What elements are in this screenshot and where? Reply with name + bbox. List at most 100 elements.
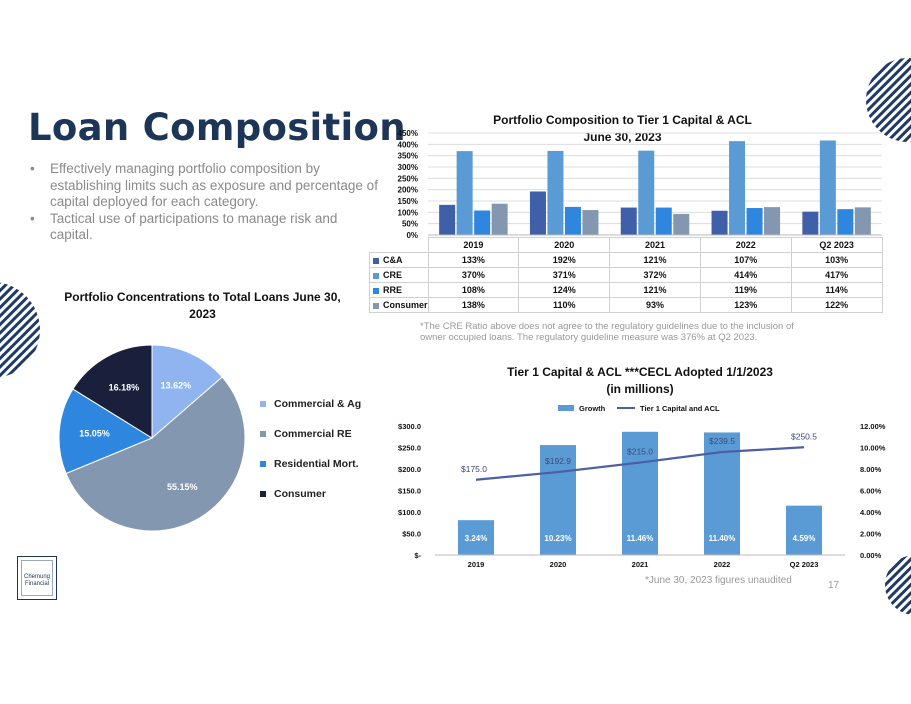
capital-chart-subtitle: (in millions): [606, 382, 674, 396]
growth-bar-2020: [540, 445, 576, 555]
unaudited-footnote: *June 30, 2023 figures unaudited: [645, 575, 792, 586]
bar-rre-2022: [746, 208, 763, 235]
bar-consumer-2021: [673, 213, 690, 235]
series-name: RRE: [383, 285, 403, 295]
table-cell: 121%: [609, 282, 701, 298]
legend-swatch: [373, 257, 379, 264]
y-tick-label: 350%: [398, 152, 418, 161]
legend-swatch: [373, 287, 379, 294]
x-tick-label: 2020: [550, 560, 567, 569]
left-stripe-circle: [0, 282, 40, 378]
x-tick-label: 2021: [632, 560, 649, 569]
series-name: CRE: [383, 270, 403, 280]
x-tick-label: Q2 2023: [790, 560, 819, 569]
x-tick-label: 2019: [468, 560, 485, 569]
y-left-tick-label: $150.0: [398, 487, 421, 496]
legend-swatch: [373, 272, 379, 279]
growth-bar-label: 4.59%: [793, 534, 816, 543]
legend-label: Commercial RE: [274, 428, 352, 440]
table-header-cell: 2021: [609, 237, 701, 253]
logo-text: Chemung Financial: [21, 560, 53, 596]
bar-rre-q2-2023: [837, 209, 854, 235]
table-cell: 119%: [699, 282, 792, 298]
y-tick-label: 300%: [398, 163, 418, 172]
pie-slice-commercial-re: [65, 376, 246, 532]
y-right-tick-label: 4.00%: [860, 508, 882, 517]
table-cell: 93%: [609, 297, 701, 313]
legend-swatch-growth: [558, 405, 574, 411]
pie-data-label: 15.05%: [79, 428, 110, 438]
tier1-data-label: $215.0: [627, 447, 653, 457]
table-cell: 372%: [609, 267, 701, 283]
table-cell: 414%: [699, 267, 792, 283]
bar-cre-q2-2023: [819, 140, 836, 235]
table-row-header: RRE: [369, 282, 429, 298]
bar-cre-2020: [547, 150, 564, 235]
bullet-list: Effectively managing portfolio compositi…: [28, 161, 378, 244]
pie-data-label: 13.62%: [161, 381, 192, 391]
table-row-header: C&A: [369, 252, 429, 268]
table-row: RRE 108% 124% 121% 119% 114%: [369, 282, 883, 298]
table-cell: 110%: [518, 297, 611, 313]
table-cell: 108%: [427, 282, 520, 298]
y-tick-label: 0%: [406, 231, 418, 240]
growth-bar-label: 11.40%: [709, 534, 736, 543]
legend-label: Commercial & Ag: [274, 398, 362, 410]
legend-swatch: [373, 302, 379, 309]
bar-consumer-2019: [491, 203, 508, 235]
tier1-data-label: $192.9: [545, 456, 571, 466]
pie-legend-item: Residential Mort.: [260, 458, 359, 470]
pie-data-label: 55.15%: [167, 482, 198, 492]
bullet-item: Tactical use of participations to manage…: [28, 211, 378, 244]
table-cell: 107%: [699, 252, 792, 268]
y-tick-label: 400%: [398, 140, 418, 149]
y-left-tick-label: $200.0: [398, 465, 421, 474]
growth-bar-2019: [458, 520, 494, 555]
y-left-tick-label: $-: [414, 551, 421, 560]
bar-cre-2019: [456, 151, 473, 235]
bar-cre-2022: [729, 141, 746, 235]
pie-legend-item: Commercial & Ag: [260, 398, 361, 410]
series-name: Consumer: [383, 300, 428, 310]
pie-legend: Commercial & Ag Commercial RE Residential …: [260, 398, 380, 508]
table-cell: 121%: [609, 252, 701, 268]
bar-c-a-2019: [439, 204, 456, 235]
y-tick-label: 150%: [398, 197, 418, 206]
y-right-tick-label: 8.00%: [860, 465, 882, 474]
y-left-tick-label: $250.0: [398, 444, 421, 453]
table-header-cell: 2022: [699, 237, 792, 253]
pie-legend-item: Commercial RE: [260, 428, 352, 440]
table-cell: 370%: [427, 267, 520, 283]
growth-bar-2021: [622, 431, 658, 555]
y-left-tick-label: $300.0: [398, 422, 421, 431]
table-header-cell: 2019: [427, 237, 520, 253]
capital-combo-chart: $- $50.0 $100.0 $150.0 $200.0 $250.0 $300.0 0.0…: [398, 404, 886, 569]
table-row: CRE 370% 371% 372% 414% 417%: [369, 267, 883, 283]
slide-title: Loan Composition: [28, 106, 406, 149]
table-cell: 122%: [790, 297, 883, 313]
table-cell: 417%: [790, 267, 883, 283]
tier1-data-label: $250.5: [791, 431, 817, 441]
composition-chart-title-line1: Portfolio Composition to Tier 1 Capital …: [493, 113, 752, 127]
tier1-capital-line: [475, 446, 805, 481]
legend-label-growth: Growth: [579, 404, 606, 413]
y-right-tick-label: 12.00%: [860, 422, 886, 431]
growth-bar-label: 3.24%: [465, 534, 488, 543]
composition-data-table: 2019 2020 2021 2022 Q2 2023 C&A 133% 192% 121% 10…: [369, 237, 883, 313]
pie-data-label: 16.18%: [109, 383, 140, 393]
y-right-tick-label: 0.00%: [860, 551, 882, 560]
table-header-cell: Q2 2023: [790, 237, 883, 253]
bar-rre-2019: [474, 210, 491, 235]
tier1-data-label: $239.5: [709, 436, 735, 446]
growth-bar-label: 11.46%: [627, 534, 654, 543]
y-left-tick-label: $100.0: [398, 508, 421, 517]
bar-c-a-2020: [529, 191, 546, 235]
bar-cre-2021: [638, 150, 655, 235]
table-cell: 133%: [427, 252, 520, 268]
capital-chart-title-line1: Tier 1 Capital & ACL ***CECL Adopted 1/1…: [507, 365, 773, 379]
pie-legend-item: Consumer: [260, 488, 326, 500]
bar-consumer-2022: [764, 207, 781, 235]
y-tick-label: 50%: [402, 220, 418, 229]
bar-c-a-q2-2023: [802, 211, 819, 235]
